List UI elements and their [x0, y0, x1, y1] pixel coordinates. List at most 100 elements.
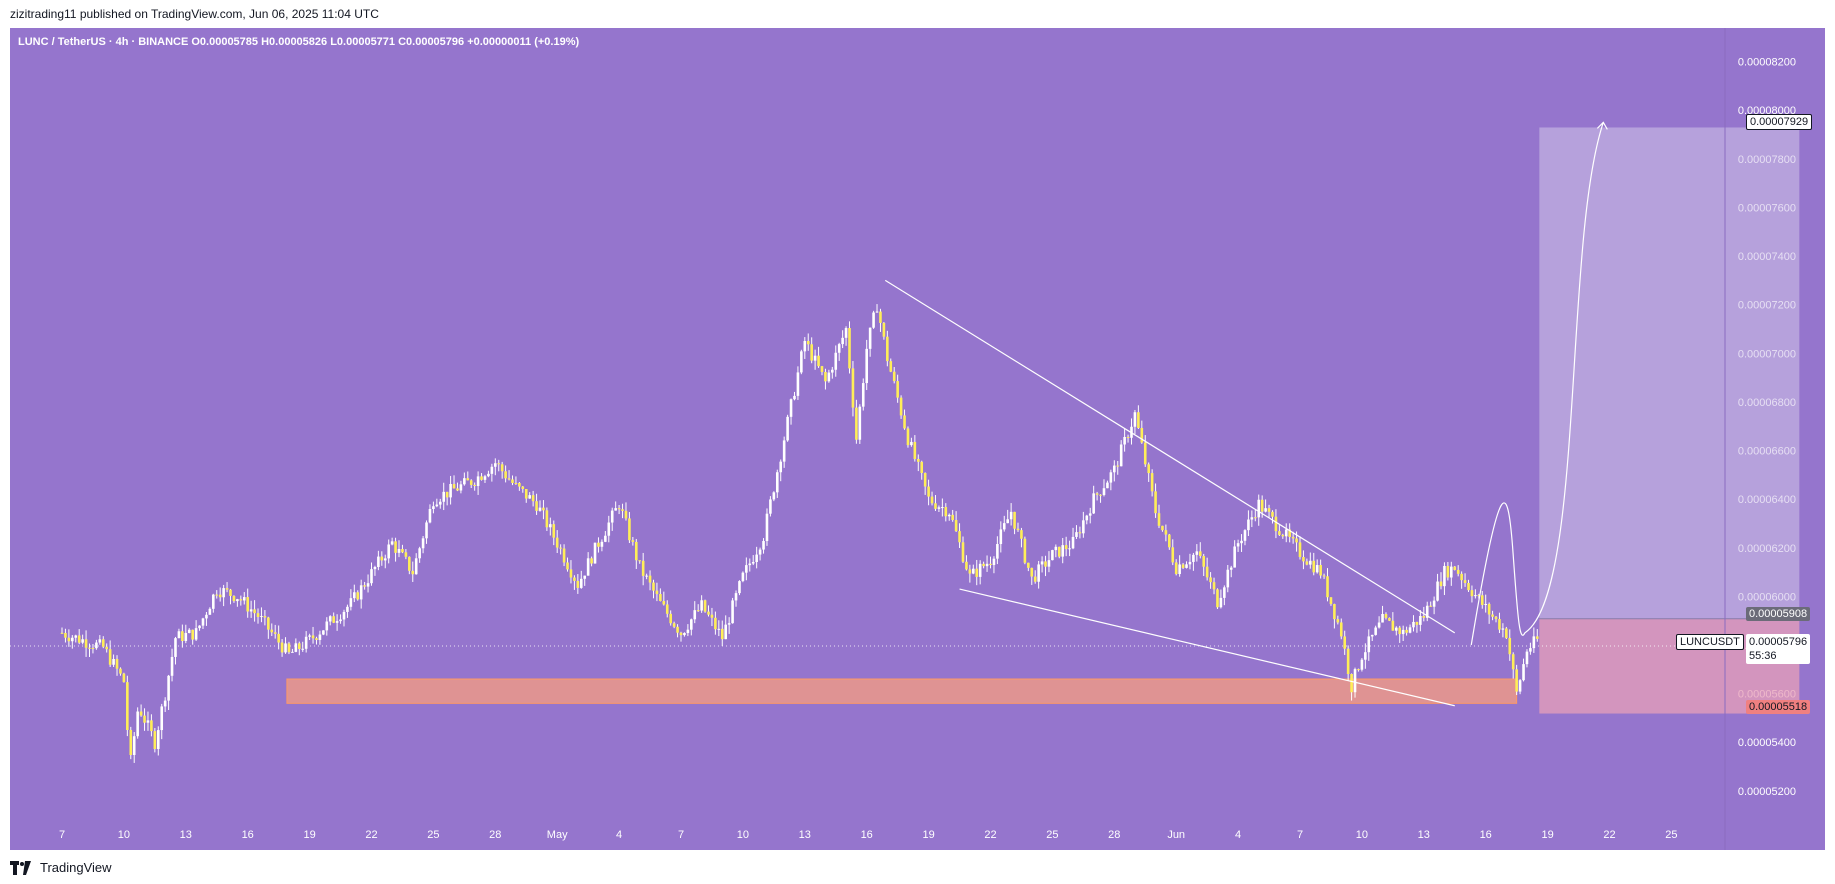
candle-body: [714, 617, 717, 630]
candle-body: [232, 595, 236, 602]
candle-body: [1498, 619, 1501, 630]
candle-body: [1329, 597, 1333, 605]
candle-body: [88, 647, 91, 649]
candle-body: [1264, 508, 1267, 512]
candle-body: [610, 510, 614, 523]
candle-body: [844, 328, 848, 338]
candle-body: [1470, 590, 1474, 597]
candle-body: [353, 592, 356, 599]
candle-body: [559, 547, 562, 549]
candle-body: [1326, 576, 1329, 598]
candle-body: [67, 637, 71, 642]
candle-body: [693, 610, 697, 620]
tradingview-logo[interactable]: TradingView: [10, 860, 112, 875]
candle-body: [1529, 648, 1532, 652]
x-tick-label: 4: [616, 829, 622, 841]
candle-body: [1305, 561, 1309, 565]
candle-body: [408, 556, 411, 571]
candle-body: [1164, 530, 1168, 535]
candle-body: [748, 563, 752, 566]
candle-body: [263, 616, 267, 618]
candle-body: [789, 399, 793, 417]
candle-body: [641, 560, 645, 576]
candle-body: [538, 507, 542, 511]
candle-body: [1219, 597, 1223, 608]
candle-body: [1315, 565, 1319, 573]
candle-body: [614, 508, 617, 511]
candle-body: [394, 541, 397, 553]
candle-body: [569, 569, 573, 578]
candle-body: [954, 520, 958, 532]
candle-body: [449, 483, 452, 498]
candle-body: [531, 495, 535, 502]
candle-body: [328, 616, 332, 622]
symbol-price-tag: LUNCUSDT: [1676, 634, 1744, 650]
candle-body: [1137, 412, 1140, 428]
chart-canvas[interactable]: 0.000082000.000080000.000078000.00007600…: [10, 28, 1825, 850]
candle-body: [889, 361, 893, 372]
candle-body: [342, 611, 346, 620]
candle-body: [1198, 551, 1202, 557]
candle-body: [996, 544, 999, 559]
candle-body: [1243, 530, 1247, 541]
x-tick-label: 13: [799, 829, 811, 841]
candle-body: [903, 415, 906, 429]
candle-body: [64, 632, 67, 638]
candle-body: [1360, 659, 1364, 670]
candle-body: [1023, 538, 1027, 563]
candle-body: [335, 621, 339, 623]
candle-body: [672, 623, 676, 627]
candle-body: [696, 610, 700, 612]
candle-body: [999, 529, 1003, 545]
candle-body: [861, 383, 865, 407]
candle-body: [686, 629, 690, 633]
tradingview-logo-icon: [10, 860, 31, 875]
candle-body: [308, 635, 311, 637]
candle-body: [892, 371, 896, 382]
candle-body: [476, 476, 480, 486]
candle-body: [256, 613, 260, 618]
candle-body: [855, 407, 858, 440]
candle-body: [989, 563, 992, 566]
candle-body: [1291, 536, 1295, 539]
candle-body: [146, 720, 150, 723]
candle-body: [98, 639, 102, 643]
candle-body: [772, 492, 776, 500]
candle-body: [669, 613, 672, 624]
candle-body: [1229, 567, 1233, 570]
candle-body: [1150, 473, 1154, 492]
candle-body: [1439, 581, 1443, 587]
candle-body: [91, 647, 95, 649]
candle-body: [1233, 546, 1236, 568]
candle-body: [1532, 636, 1536, 649]
candle-body: [1450, 566, 1453, 578]
candle-body: [194, 628, 198, 640]
candle-body: [1422, 615, 1426, 618]
candle-body: [1250, 517, 1254, 520]
candle-body: [968, 569, 972, 574]
x-tick-label: 19: [303, 829, 315, 841]
y-tick-label: 0.00005400: [1738, 737, 1796, 749]
candle-body: [1020, 530, 1023, 539]
candle-body: [1370, 634, 1374, 637]
candle-body: [177, 631, 181, 639]
candle-body: [910, 441, 913, 446]
candle-body: [868, 327, 872, 349]
candle-body: [1484, 603, 1487, 605]
candle-body: [74, 635, 78, 638]
candle-body: [105, 646, 109, 650]
last-price-tag: 0.00005796 55:36: [1746, 634, 1811, 664]
chart-area[interactable]: 0.000082000.000080000.000078000.00007600…: [10, 28, 1825, 850]
candle-body: [1253, 517, 1257, 519]
candle-body: [841, 337, 844, 345]
candle-body: [1460, 573, 1463, 581]
candle-body: [1391, 620, 1395, 631]
candle-body: [112, 658, 115, 665]
candle-body: [332, 616, 335, 623]
candle-body: [500, 464, 504, 472]
candle-body: [1033, 576, 1037, 582]
candle-body: [438, 501, 442, 505]
candle-body: [187, 629, 191, 633]
candle-body: [363, 585, 366, 587]
x-tick-label: 13: [1418, 829, 1430, 841]
